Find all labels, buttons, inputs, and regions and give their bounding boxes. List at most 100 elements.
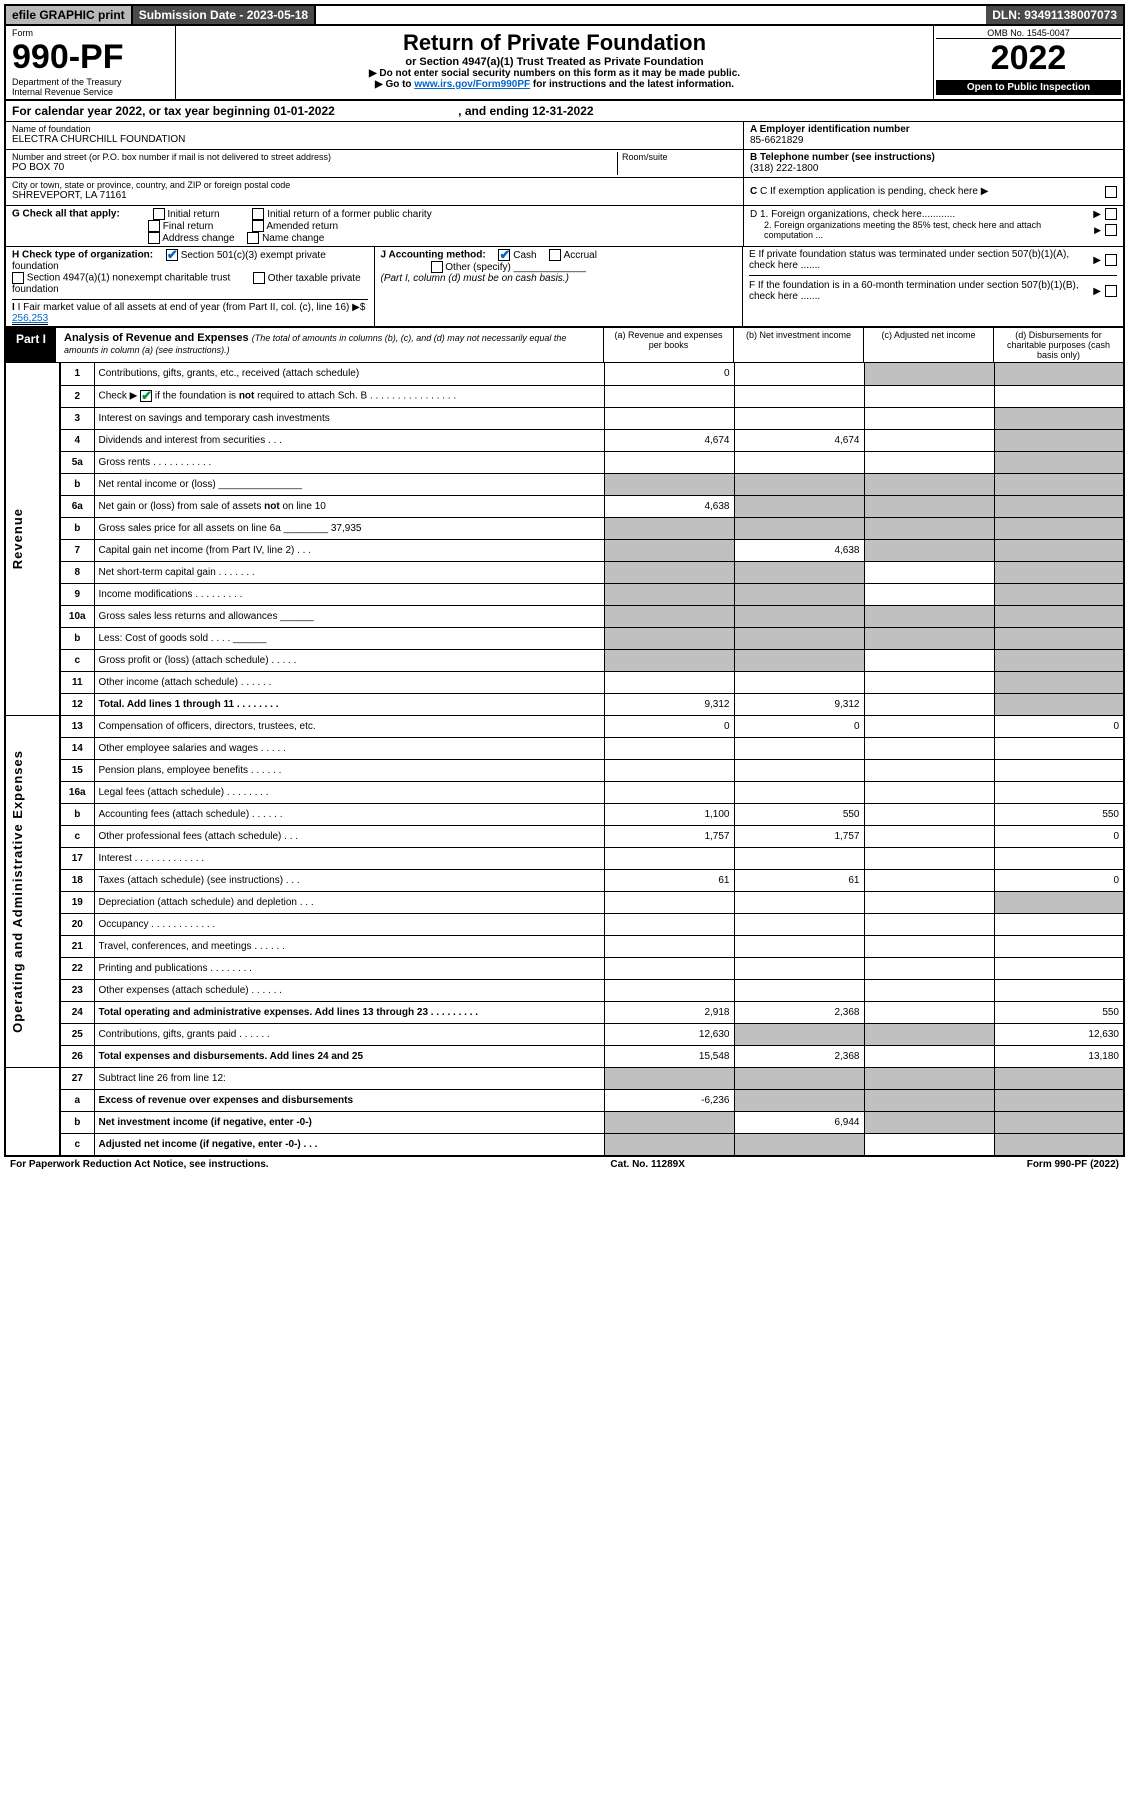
efile-label[interactable]: efile GRAPHIC print	[6, 6, 133, 24]
table-row: Revenue1Contributions, gifts, grants, et…	[5, 363, 1124, 385]
amount-cell: 4,638	[604, 495, 734, 517]
line-description: Pension plans, employee benefits . . . .…	[94, 759, 604, 781]
foundation-name: ELECTRA CHURCHILL FOUNDATION	[12, 134, 737, 145]
amount-cell	[994, 737, 1124, 759]
fmv-value[interactable]: 256,253	[12, 313, 48, 325]
amount-cell	[604, 473, 734, 495]
amount-cell: -6,236	[604, 1089, 734, 1111]
amount-cell: 1,757	[604, 825, 734, 847]
checkbox-address-change[interactable]	[148, 232, 160, 244]
amount-cell	[864, 495, 994, 517]
checkbox-foreign-org[interactable]	[1105, 208, 1117, 220]
checkbox-other-method[interactable]	[431, 261, 443, 273]
amount-cell	[734, 737, 864, 759]
checkbox-status-terminated[interactable]	[1105, 254, 1117, 266]
checkbox-accrual[interactable]	[549, 249, 561, 261]
amount-cell	[994, 935, 1124, 957]
table-row: 16aLegal fees (attach schedule) . . . . …	[5, 781, 1124, 803]
amount-cell	[734, 407, 864, 429]
table-row: 26Total expenses and disbursements. Add …	[5, 1045, 1124, 1067]
table-row: 14Other employee salaries and wages . . …	[5, 737, 1124, 759]
table-row: 12Total. Add lines 1 through 11 . . . . …	[5, 693, 1124, 715]
table-row: 24Total operating and administrative exp…	[5, 1001, 1124, 1023]
city-state-zip: SHREVEPORT, LA 71161	[12, 190, 737, 201]
line-number: b	[60, 517, 94, 539]
line-number: 5a	[60, 451, 94, 473]
checkbox-cash[interactable]	[498, 249, 510, 261]
amount-cell	[864, 1067, 994, 1089]
dept: Department of the Treasury	[12, 77, 169, 87]
check-schb[interactable]	[140, 390, 152, 402]
amount-cell	[604, 649, 734, 671]
line-number: 16a	[60, 781, 94, 803]
amount-cell	[994, 847, 1124, 869]
amount-cell	[864, 517, 994, 539]
line-number: 13	[60, 715, 94, 737]
amount-cell	[994, 759, 1124, 781]
form-subtitle: or Section 4947(a)(1) Trust Treated as P…	[180, 56, 929, 68]
checkbox-amended-return[interactable]	[252, 220, 264, 232]
amount-cell	[864, 1023, 994, 1045]
open-public: Open to Public Inspection	[936, 80, 1121, 95]
line-description: Gross profit or (loss) (attach schedule)…	[94, 649, 604, 671]
table-row: aExcess of revenue over expenses and dis…	[5, 1089, 1124, 1111]
checkbox-foreign-85[interactable]	[1105, 224, 1117, 236]
amount-cell	[734, 671, 864, 693]
amount-cell	[864, 913, 994, 935]
checkbox-other-taxable[interactable]	[253, 272, 265, 284]
amount-cell: 0	[604, 715, 734, 737]
instructions-link[interactable]: www.irs.gov/Form990PF	[414, 79, 530, 90]
line-description: Legal fees (attach schedule) . . . . . .…	[94, 781, 604, 803]
table-row: 8Net short-term capital gain . . . . . .…	[5, 561, 1124, 583]
col-a-header: (a) Revenue and expenses per books	[603, 328, 733, 362]
checkbox-60-month[interactable]	[1105, 285, 1117, 297]
table-row: 7Capital gain net income (from Part IV, …	[5, 539, 1124, 561]
amount-cell	[864, 429, 994, 451]
amount-cell	[734, 583, 864, 605]
amount-cell	[604, 847, 734, 869]
page-footer: For Paperwork Reduction Act Notice, see …	[4, 1156, 1125, 1172]
line-number: 11	[60, 671, 94, 693]
instr-1: ▶ Do not enter social security numbers o…	[180, 68, 929, 79]
line-description: Gross rents . . . . . . . . . . .	[94, 451, 604, 473]
line-description: Other expenses (attach schedule) . . . .…	[94, 979, 604, 1001]
table-row: 18Taxes (attach schedule) (see instructi…	[5, 869, 1124, 891]
cat-no: Cat. No. 11289X	[610, 1159, 684, 1170]
amount-cell	[864, 671, 994, 693]
line-description: Income modifications . . . . . . . . .	[94, 583, 604, 605]
amount-cell	[994, 649, 1124, 671]
amount-cell	[734, 517, 864, 539]
table-row: 10aGross sales less returns and allowanc…	[5, 605, 1124, 627]
line-description: Total. Add lines 1 through 11 . . . . . …	[94, 693, 604, 715]
line-number: 3	[60, 407, 94, 429]
line-description: Excess of revenue over expenses and disb…	[94, 1089, 604, 1111]
checkbox-name-change[interactable]	[247, 232, 259, 244]
amount-cell	[604, 957, 734, 979]
line-description: Contributions, gifts, grants, etc., rece…	[94, 363, 604, 385]
line-number: 20	[60, 913, 94, 935]
amount-cell	[994, 385, 1124, 407]
checkbox-initial-return[interactable]	[153, 208, 165, 220]
amount-cell	[864, 385, 994, 407]
entity-info: Name of foundation ELECTRA CHURCHILL FOU…	[4, 122, 1125, 247]
checkbox-initial-public-charity[interactable]	[252, 208, 264, 220]
checkbox-4947[interactable]	[12, 272, 24, 284]
line-number: 4	[60, 429, 94, 451]
amount-cell	[604, 891, 734, 913]
line-description: Capital gain net income (from Part IV, l…	[94, 539, 604, 561]
amount-cell	[864, 473, 994, 495]
line-number: 23	[60, 979, 94, 1001]
amount-cell	[994, 891, 1124, 913]
amount-cell	[604, 1133, 734, 1155]
amount-cell	[994, 517, 1124, 539]
checkbox-501c3[interactable]	[166, 249, 178, 261]
line-number: 7	[60, 539, 94, 561]
line-number: b	[60, 473, 94, 495]
amount-cell	[604, 627, 734, 649]
amount-cell	[864, 803, 994, 825]
checkbox-final-return[interactable]	[148, 220, 160, 232]
checkbox-exemption-pending[interactable]	[1105, 186, 1117, 198]
table-row: bAccounting fees (attach schedule) . . .…	[5, 803, 1124, 825]
table-row: 3Interest on savings and temporary cash …	[5, 407, 1124, 429]
amount-cell	[864, 1001, 994, 1023]
